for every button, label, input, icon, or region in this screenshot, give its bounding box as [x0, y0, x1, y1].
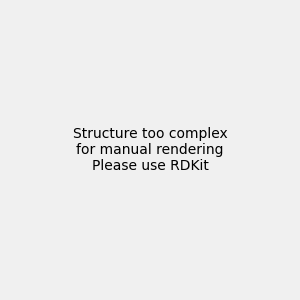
Text: Structure too complex
for manual rendering
Please use RDKit: Structure too complex for manual renderi…: [73, 127, 227, 173]
